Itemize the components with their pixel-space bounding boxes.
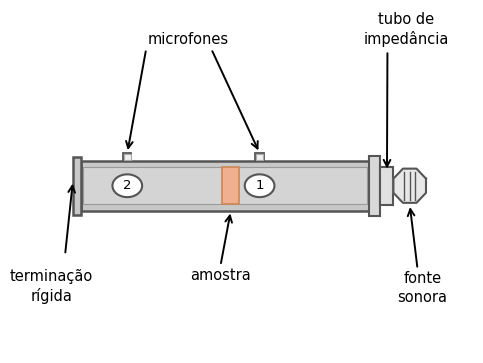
- Circle shape: [113, 174, 142, 197]
- Circle shape: [245, 174, 274, 197]
- Text: fonte
sonora: fonte sonora: [397, 271, 447, 305]
- Text: tubo de
impedância: tubo de impedância: [363, 12, 449, 47]
- Bar: [123, 153, 131, 161]
- Bar: [222, 167, 240, 204]
- Text: terminação
rígida: terminação rígida: [10, 269, 93, 304]
- Bar: [83, 167, 367, 204]
- Bar: [81, 161, 369, 211]
- Text: 1: 1: [256, 179, 264, 192]
- Text: microfones: microfones: [147, 32, 228, 47]
- Polygon shape: [394, 169, 426, 203]
- Bar: [256, 154, 263, 160]
- Bar: [73, 156, 81, 215]
- Bar: [256, 153, 264, 161]
- Text: amostra: amostra: [190, 268, 251, 283]
- Bar: [124, 154, 130, 160]
- Bar: [369, 156, 381, 216]
- Bar: [381, 167, 394, 205]
- Text: 2: 2: [123, 179, 131, 192]
